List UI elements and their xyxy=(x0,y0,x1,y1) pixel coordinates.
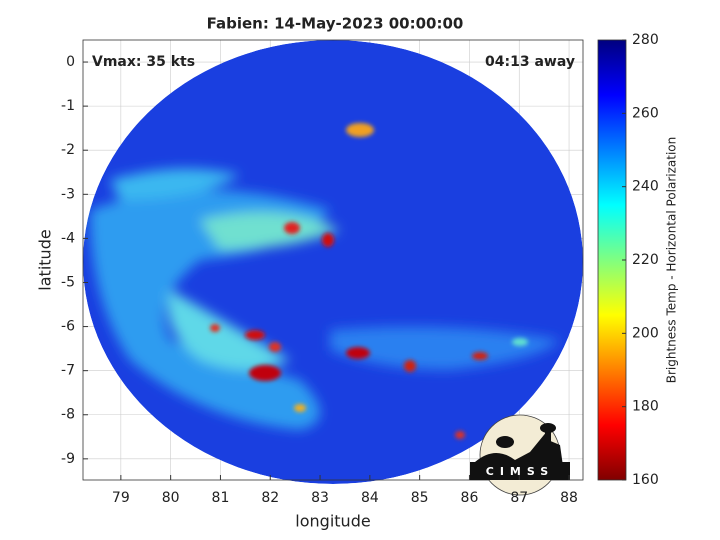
y-tick-label: -4 xyxy=(61,230,75,246)
x-tick-label: 83 xyxy=(311,490,329,506)
y-tick-label: -9 xyxy=(61,451,75,467)
y-tick-label: -6 xyxy=(61,319,75,335)
colorbar xyxy=(597,39,627,481)
y-tick-label: 0 xyxy=(66,54,75,70)
y-tick-label: -1 xyxy=(61,98,75,114)
x-tick-label: 87 xyxy=(510,490,528,506)
y-tick-label: -8 xyxy=(61,407,75,423)
x-tick-label: 82 xyxy=(261,490,279,506)
y-tick-label: -2 xyxy=(61,142,75,158)
colorbar-tick-label: 260 xyxy=(632,105,659,121)
y-axis-label: latitude xyxy=(36,229,55,290)
colorbar-tick-label: 220 xyxy=(632,252,659,268)
annotation: Vmax: 35 kts xyxy=(92,54,195,70)
y-tick-label: -7 xyxy=(61,363,75,379)
logo-text: CIMSS xyxy=(486,465,554,478)
y-tick-label: -5 xyxy=(61,274,75,290)
colorbar-label: Brightness Temp - Horizontal Polarizatio… xyxy=(665,137,679,384)
x-tick-label: 80 xyxy=(162,490,180,506)
x-axis-label: longitude xyxy=(295,512,370,531)
chart-title: Fabien: 14-May-2023 00:00:00 xyxy=(207,15,464,33)
x-tick-label: 88 xyxy=(560,490,578,506)
colorbar-tick-label: 180 xyxy=(632,399,659,415)
annotation: 04:13 away xyxy=(485,54,575,70)
logo: CIMSS xyxy=(470,414,570,496)
x-tick-label: 86 xyxy=(461,490,479,506)
brightness-image xyxy=(83,40,583,484)
x-tick-label: 84 xyxy=(361,490,379,506)
colorbar-tick-label: 240 xyxy=(632,179,659,195)
plot-frame xyxy=(82,39,584,481)
x-tick-label: 79 xyxy=(112,490,130,506)
colorbar-tick-label: 160 xyxy=(632,472,659,488)
y-tick-label: -3 xyxy=(61,186,75,202)
colorbar-tick-label: 200 xyxy=(632,325,659,341)
colorbar-tick-label: 280 xyxy=(632,32,659,48)
x-tick-label: 81 xyxy=(212,490,230,506)
x-tick-label: 85 xyxy=(411,490,429,506)
